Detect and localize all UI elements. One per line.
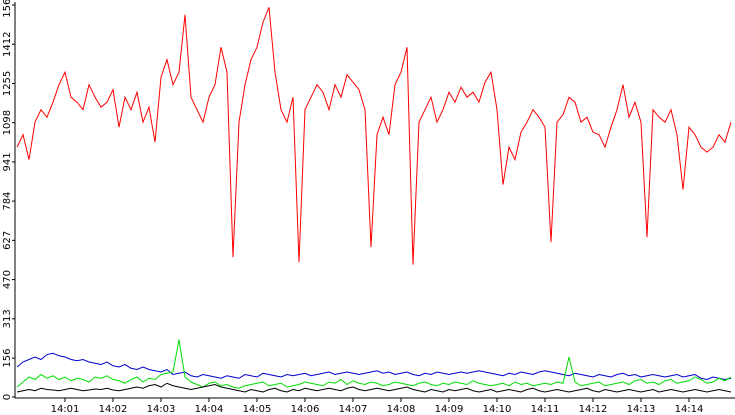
series-line: [16, 7, 732, 265]
series-line: [16, 352, 732, 381]
x-tick-label: 14:01: [51, 404, 80, 415]
y-tick-label: 784: [2, 192, 13, 211]
y-tick-label: 1569: [2, 0, 13, 18]
x-tick-label: 14:12: [579, 404, 608, 415]
x-tick-label: 14:03: [147, 404, 176, 415]
y-tick-label: 156: [2, 348, 13, 367]
series-line: [16, 339, 732, 389]
x-tick-label: 14:11: [531, 404, 560, 415]
y-tick-label: 941: [2, 152, 13, 171]
series-line: [16, 382, 732, 393]
y-tick-label: 470: [2, 270, 13, 289]
y-tick-label: 1098: [2, 110, 13, 135]
x-tick-label: 14:06: [291, 404, 320, 415]
x-tick-label: 14:08: [387, 404, 416, 415]
x-tick-label: 14:07: [339, 404, 368, 415]
x-tick-label: 14:02: [99, 404, 128, 415]
x-tick-label: 14:10: [483, 404, 512, 415]
y-tick-label: 0: [2, 394, 13, 400]
x-tick-label: 14:14: [675, 404, 704, 415]
y-tick-label: 313: [2, 309, 13, 328]
y-tick-label: 627: [2, 231, 13, 250]
x-tick-label: 14:05: [243, 404, 272, 415]
x-tick-label: 14:13: [627, 404, 656, 415]
y-tick-label: 1412: [2, 31, 13, 56]
y-tick-label: 1255: [2, 71, 13, 96]
x-tick-label: 14:09: [435, 404, 464, 415]
x-tick-label: 14:04: [195, 404, 224, 415]
